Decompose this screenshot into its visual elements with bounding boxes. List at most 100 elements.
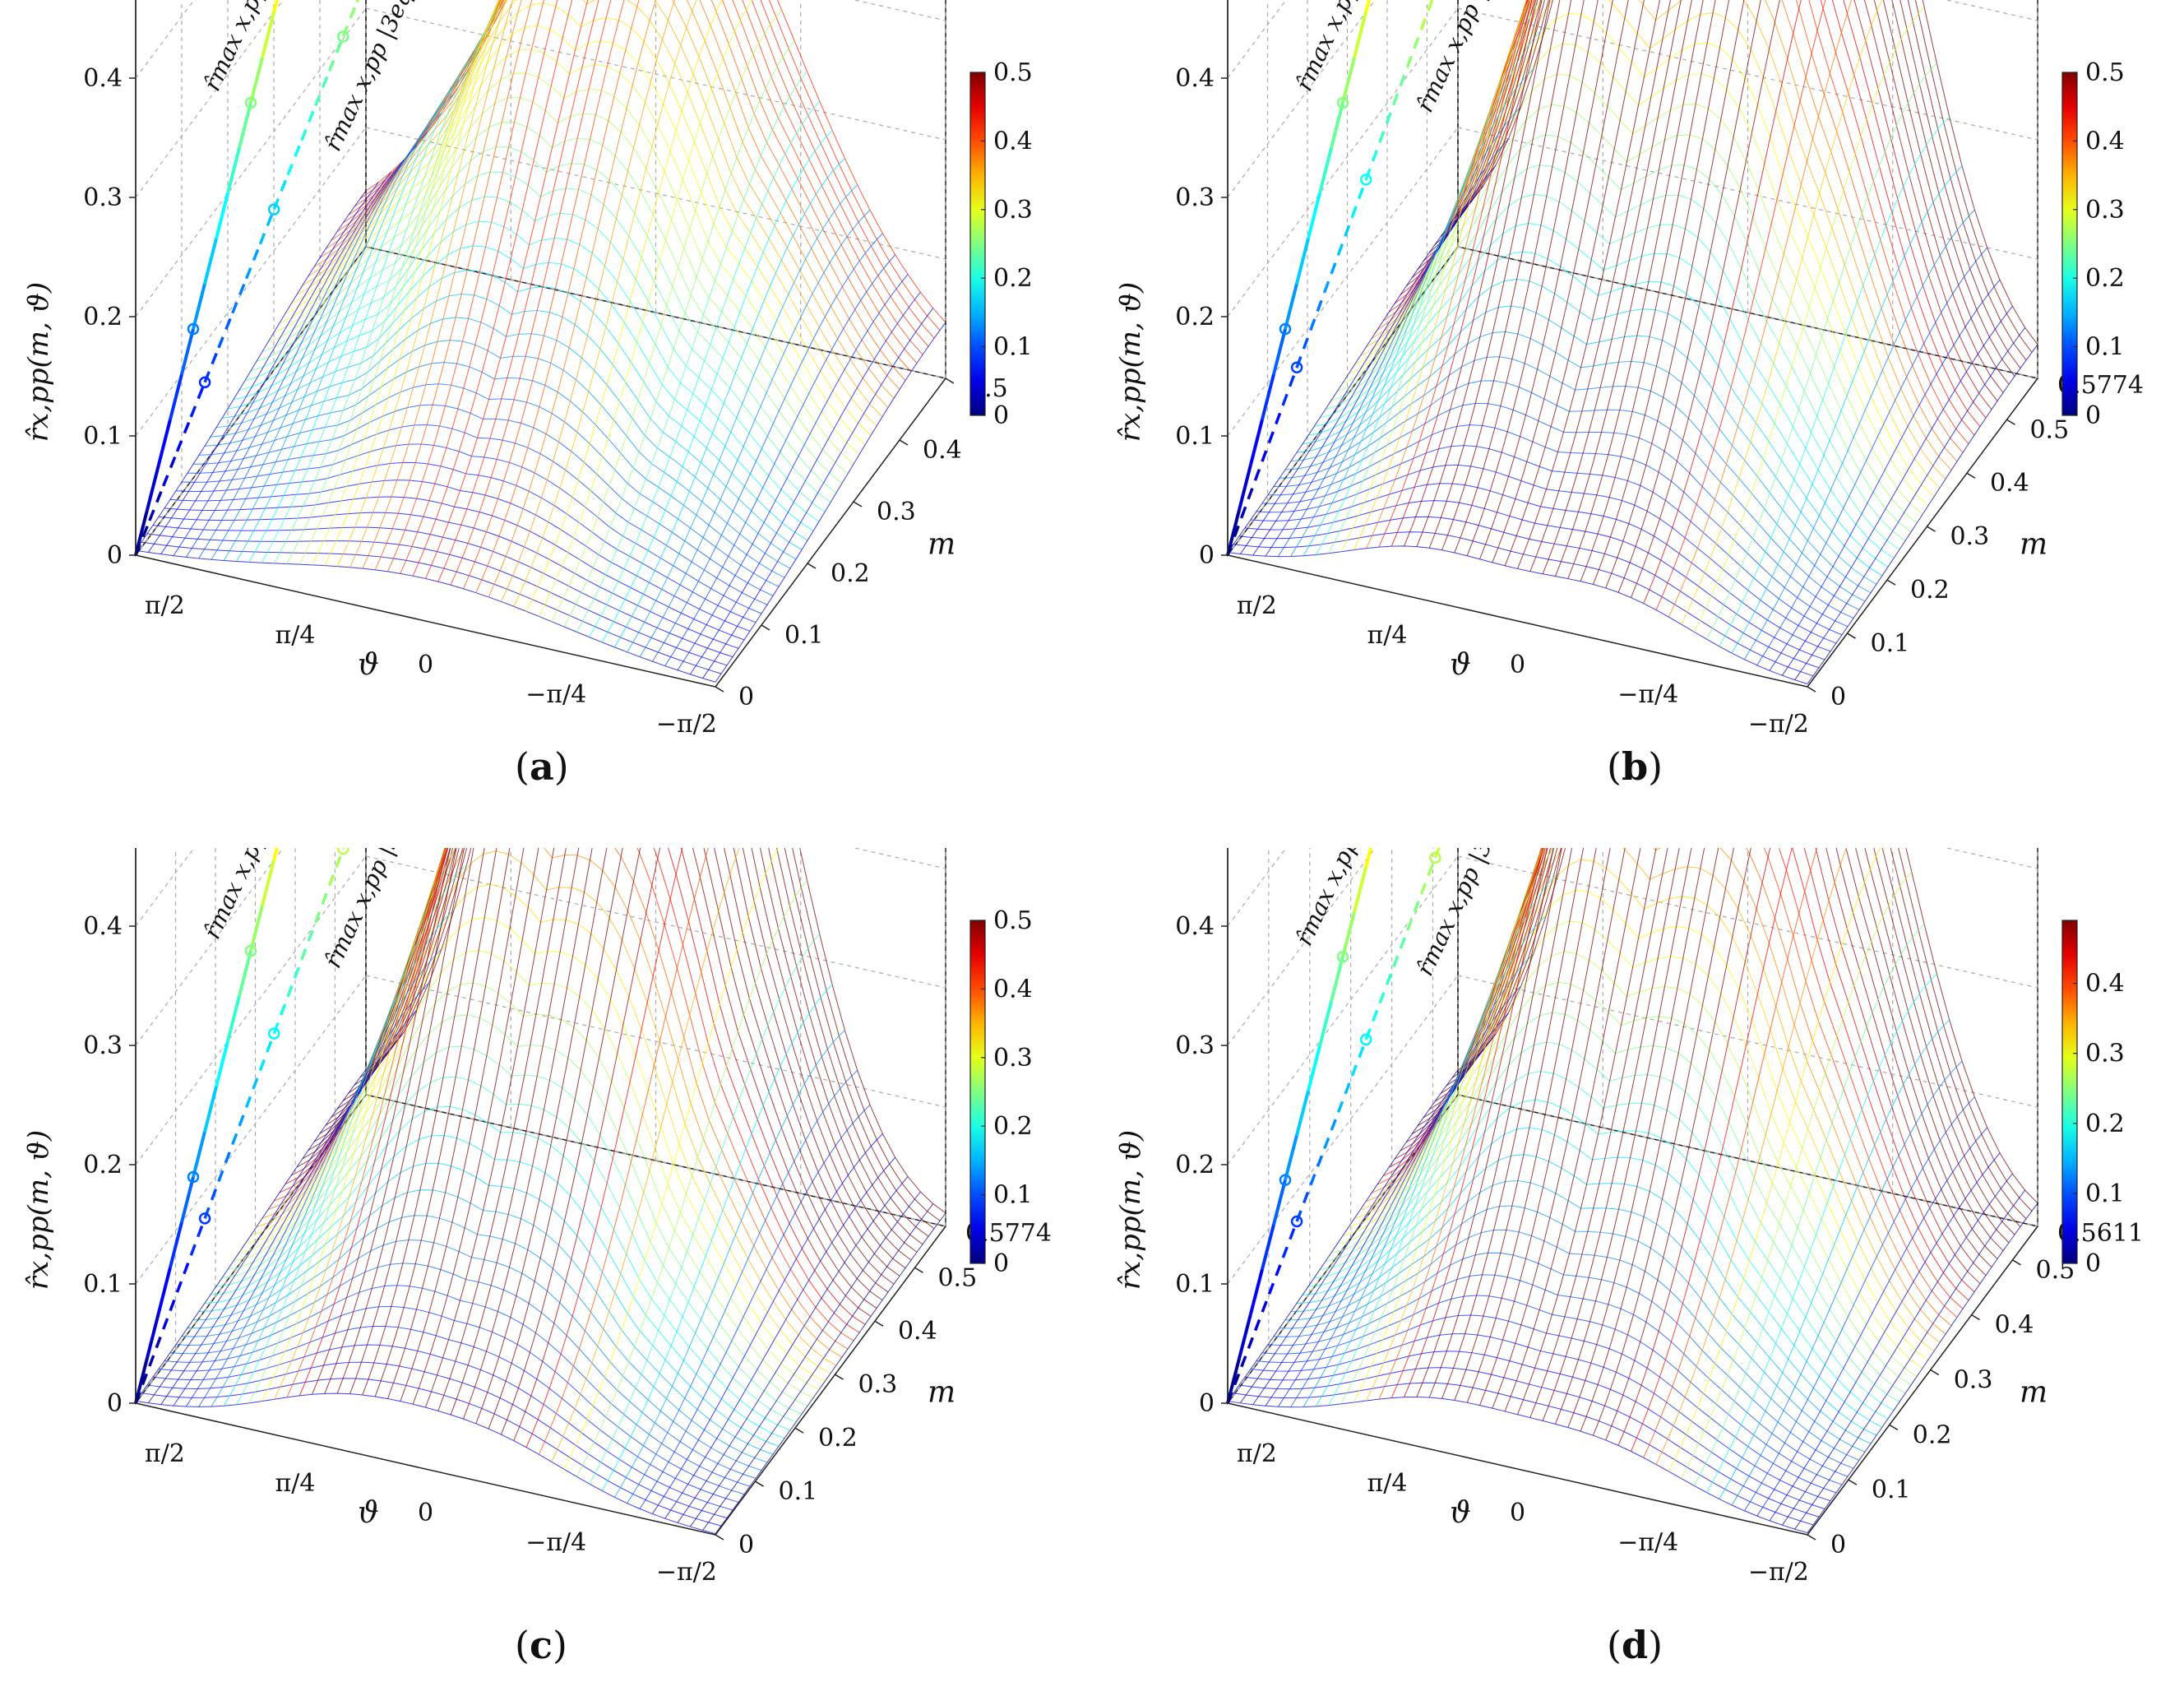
max-line-solid-segment bbox=[1261, 1224, 1275, 1270]
surface-line-m bbox=[181, 443, 762, 614]
surface-line-m bbox=[152, 525, 733, 658]
surface-line-theta bbox=[286, 0, 503, 564]
surface-line-theta bbox=[1265, 165, 1497, 557]
max-line-dashed-segment bbox=[1350, 178, 1367, 218]
colorbar-bar bbox=[2061, 72, 2078, 416]
max-line-solid-segment bbox=[1318, 1001, 1333, 1047]
grid-group bbox=[135, 0, 946, 558]
max-line-dashed-segment bbox=[1254, 1293, 1271, 1332]
z-tick-label: 0.4 bbox=[1175, 912, 1215, 941]
max-line-dashed-segment bbox=[1336, 1075, 1354, 1113]
m-tick-label: 0.1 bbox=[1870, 629, 1909, 658]
surface-line-theta bbox=[1668, 848, 1881, 1472]
colorbar-tick-label: 0.3 bbox=[993, 1044, 1033, 1073]
surface-line-theta bbox=[576, 879, 807, 1477]
z-tick-label: 0.2 bbox=[83, 1151, 123, 1179]
surface-line-theta bbox=[362, 0, 522, 569]
surface-line-theta bbox=[1315, 915, 1547, 1407]
m-tick-label: 0.5 bbox=[2029, 415, 2069, 444]
surface-line-theta bbox=[425, 848, 555, 1408]
surface-line-theta bbox=[1466, 848, 1597, 1403]
surface-line-theta bbox=[1643, 848, 1818, 1458]
surface-line-theta bbox=[1353, 848, 1544, 1403]
surface-line-m bbox=[273, 72, 854, 465]
surface-line-m bbox=[348, 848, 929, 1237]
m-axis-label: m bbox=[2020, 528, 2048, 562]
max-line-label-dashed: r̂max x,pp |3eq bbox=[319, 0, 418, 155]
max-line-solid-segment bbox=[249, 57, 264, 104]
surface-line-theta bbox=[463, 848, 593, 1420]
surface-line-theta bbox=[1428, 848, 1562, 1398]
m-tick-label: 0.3 bbox=[858, 1370, 897, 1399]
axes-group: 00.10.20.30.40.5r̂x,pp(m, ϑ)π/2π/40−π/4−… bbox=[22, 848, 1052, 1587]
surface-line-theta bbox=[412, 848, 539, 1405]
surface-line-theta bbox=[538, 848, 709, 1455]
theta-tick-label: −π/2 bbox=[1748, 710, 1809, 739]
z-tick-label: 0.3 bbox=[1175, 1031, 1215, 1060]
m-tick-label: 0 bbox=[738, 1531, 754, 1559]
max-line-dashed-segment bbox=[327, 848, 345, 887]
max-line-solid-segment bbox=[272, 0, 279, 13]
surface-line-theta bbox=[1743, 209, 1975, 660]
surface-line-theta bbox=[248, 848, 456, 1404]
max-line-solid-segment bbox=[261, 12, 275, 58]
max-line-solid-segment bbox=[215, 192, 229, 239]
surface-line-theta bbox=[563, 40, 795, 628]
max-line-dashed-segment bbox=[1364, 141, 1381, 181]
max-line-dashed-segment bbox=[1295, 329, 1312, 368]
max-line-solid-segment bbox=[238, 102, 252, 149]
colorbar: 0 0.1 0.2 0.3 0.4 0.5 bbox=[969, 58, 1033, 430]
grid-line-z-back bbox=[853, 0, 946, 21]
surface-line-theta bbox=[1239, 201, 1471, 554]
surface-line-m bbox=[1446, 0, 2027, 361]
max-line-dashed-segment bbox=[1253, 442, 1271, 481]
surface-line-theta bbox=[613, 1030, 845, 1498]
max-line-solid-segment bbox=[1341, 911, 1356, 957]
theta-tick-label: 0 bbox=[418, 1499, 433, 1527]
surface-line-theta bbox=[677, 1176, 909, 1523]
max-line-dashed-segment bbox=[341, 848, 345, 850]
max-line-solid-segment bbox=[146, 464, 160, 511]
surface-line-theta bbox=[664, 254, 896, 666]
z-tick-label: 0 bbox=[1199, 1389, 1215, 1418]
max-line-dashed-segment bbox=[1378, 104, 1395, 143]
max-line-solid-segment bbox=[1295, 1090, 1310, 1136]
max-marker-solid bbox=[1336, 951, 1349, 963]
theta-tick-label: −π/4 bbox=[525, 1528, 586, 1557]
z-tick-label: 0.1 bbox=[1175, 1270, 1215, 1299]
max-line-dashed-segment bbox=[162, 1291, 179, 1330]
surface-line-theta bbox=[1479, 0, 1613, 559]
max-line-dashed-segment bbox=[189, 1217, 206, 1256]
surface-line-theta bbox=[198, 130, 429, 559]
colorbar-tick-label: 0.1 bbox=[2085, 1179, 2125, 1208]
max-line-dashed-segment bbox=[175, 416, 192, 452]
surface-line-theta bbox=[400, 848, 525, 1402]
surface-line-m bbox=[1457, 0, 2038, 345]
surface-line-theta bbox=[324, 848, 457, 1394]
max-marker-solid bbox=[187, 1170, 200, 1184]
surface-line-theta bbox=[312, 848, 451, 1395]
grid-line-z-left bbox=[1227, 848, 1376, 1046]
z-tick-label: 0 bbox=[107, 1389, 123, 1418]
surface-line-theta bbox=[1390, 0, 1537, 547]
surface-line-m bbox=[1296, 1154, 1877, 1436]
surface-line-theta bbox=[374, 0, 533, 571]
theta-tick-label: π/4 bbox=[275, 621, 316, 650]
surface-line-theta bbox=[312, 0, 500, 566]
m-axis bbox=[1807, 378, 2038, 688]
surface-line-theta bbox=[236, 864, 467, 1406]
surface-line-theta bbox=[475, 848, 608, 1424]
surface-line-m bbox=[1273, 1252, 1854, 1469]
surface-line-theta bbox=[1681, 0, 1883, 625]
m-axis bbox=[1807, 1226, 2038, 1536]
surface-line-theta bbox=[1492, 848, 1626, 1409]
surface-line-theta bbox=[463, 0, 625, 589]
surface-line-m bbox=[164, 496, 745, 641]
surface-line-theta bbox=[1769, 1152, 2001, 1522]
m-axis-label: m bbox=[928, 1376, 956, 1410]
surface-line-theta bbox=[715, 1212, 946, 1534]
surface-line-theta bbox=[1378, 848, 1543, 1400]
m-tick bbox=[761, 624, 770, 631]
max-line-dashed-segment bbox=[203, 1180, 220, 1219]
surface-line-m bbox=[1325, 164, 1906, 541]
